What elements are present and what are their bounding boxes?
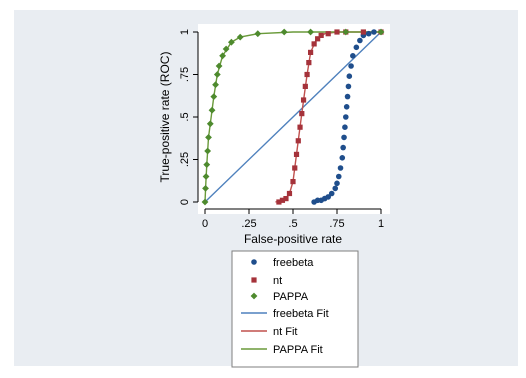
freebeta-point <box>337 165 344 171</box>
nt-point <box>300 97 307 103</box>
nt-point <box>304 71 310 78</box>
legend-pappa-fit-label: PAPPA Fit <box>273 344 323 356</box>
legend-nt-marker <box>251 277 257 283</box>
freebeta-point <box>332 185 339 192</box>
pappa-point <box>203 161 211 168</box>
freebeta-point <box>340 144 346 151</box>
legend-freebeta-fit-label: freebeta Fit <box>273 308 329 320</box>
freebeta-fit-line <box>204 31 382 203</box>
freebeta-point <box>371 29 377 35</box>
y-tick-label: 0 <box>179 199 191 205</box>
freebeta-point <box>345 83 352 90</box>
x-tick-label: .25 <box>241 218 256 230</box>
legend-nt-fit-label: nt Fit <box>273 326 297 338</box>
legend-freebeta-marker <box>251 259 257 265</box>
nt-point <box>290 179 296 185</box>
freebeta-point <box>357 37 363 44</box>
legend-freebeta-label: freebeta <box>273 257 314 269</box>
pappa-point <box>202 173 210 180</box>
x-tick-label: 1 <box>378 218 384 230</box>
nt-point <box>318 32 324 38</box>
nt-point <box>297 124 303 130</box>
freebeta-point <box>342 124 348 130</box>
freebeta-point <box>353 44 360 51</box>
x-tick-label: .75 <box>329 218 344 230</box>
axis-ticks: 0 .25 .5 .75 1 0 .25 .5 .75 1 <box>179 29 384 230</box>
x-axis-label: False-positive rate <box>244 232 342 246</box>
pappa-point <box>210 93 218 100</box>
pappa-point <box>307 28 314 36</box>
legend: freebeta nt PAPPA freebeta Fit nt Fit PAPPA F… <box>241 257 329 356</box>
freebeta-point <box>343 104 350 110</box>
nt-point <box>293 151 300 157</box>
legend-box <box>231 250 359 368</box>
legend-pappa-marker <box>250 292 258 300</box>
nt-point <box>276 199 282 205</box>
plot-area <box>198 24 390 214</box>
pappa-point <box>222 45 230 53</box>
legend-pappa-label: PAPPA <box>273 291 309 303</box>
freebeta-point <box>328 190 335 197</box>
nt-point <box>360 29 366 35</box>
nt-point <box>283 196 289 202</box>
y-tick-label: .5 <box>179 112 191 121</box>
nt-point <box>306 60 312 66</box>
pappa-point <box>206 120 214 128</box>
freebeta-point <box>348 63 354 69</box>
y-axis-label: True-positive rate (ROC) <box>158 52 172 183</box>
nt-point <box>325 31 331 37</box>
pappa-point <box>236 33 244 41</box>
pappa-point <box>228 38 235 46</box>
data-points <box>201 28 385 206</box>
pappa-point <box>342 28 350 36</box>
freebeta-point <box>334 180 340 187</box>
pappa-point <box>377 28 385 36</box>
nt-point <box>302 83 308 89</box>
pappa-point <box>202 185 209 192</box>
pappa-point <box>201 198 209 206</box>
freebeta-point <box>339 155 346 161</box>
freebeta-point <box>341 134 347 141</box>
nt-point <box>292 165 298 171</box>
y-tick-label: 1 <box>179 29 191 35</box>
freebeta-point <box>350 53 356 59</box>
nt-point <box>286 190 293 197</box>
pappa-point <box>213 71 221 78</box>
pappa-point <box>212 81 219 89</box>
pappa-point <box>219 52 226 60</box>
nt-point <box>334 29 340 35</box>
nt-point <box>311 41 317 47</box>
pappa-point <box>205 134 212 141</box>
freebeta-point <box>325 194 332 200</box>
freebeta-point <box>335 173 342 180</box>
legend-nt-label: nt <box>273 275 282 287</box>
pappa-point <box>254 30 262 38</box>
nt-point <box>308 49 314 55</box>
nt-point <box>315 36 321 42</box>
nt-point <box>279 197 286 203</box>
x-tick-label: 0 <box>202 218 208 230</box>
freebeta-point <box>346 73 353 79</box>
freebeta-point <box>343 114 349 120</box>
nt-point <box>295 138 301 144</box>
x-tick-label: .5 <box>288 218 297 230</box>
pappa-point <box>280 28 288 36</box>
freebeta-point <box>365 30 372 37</box>
y-tick-label: .75 <box>179 67 191 82</box>
nt-point <box>299 111 305 117</box>
freebeta-point <box>344 93 351 100</box>
pappa-point <box>204 147 212 155</box>
pappa-point <box>208 106 216 114</box>
pappa-point <box>215 62 223 70</box>
y-tick-label: .25 <box>179 152 191 167</box>
